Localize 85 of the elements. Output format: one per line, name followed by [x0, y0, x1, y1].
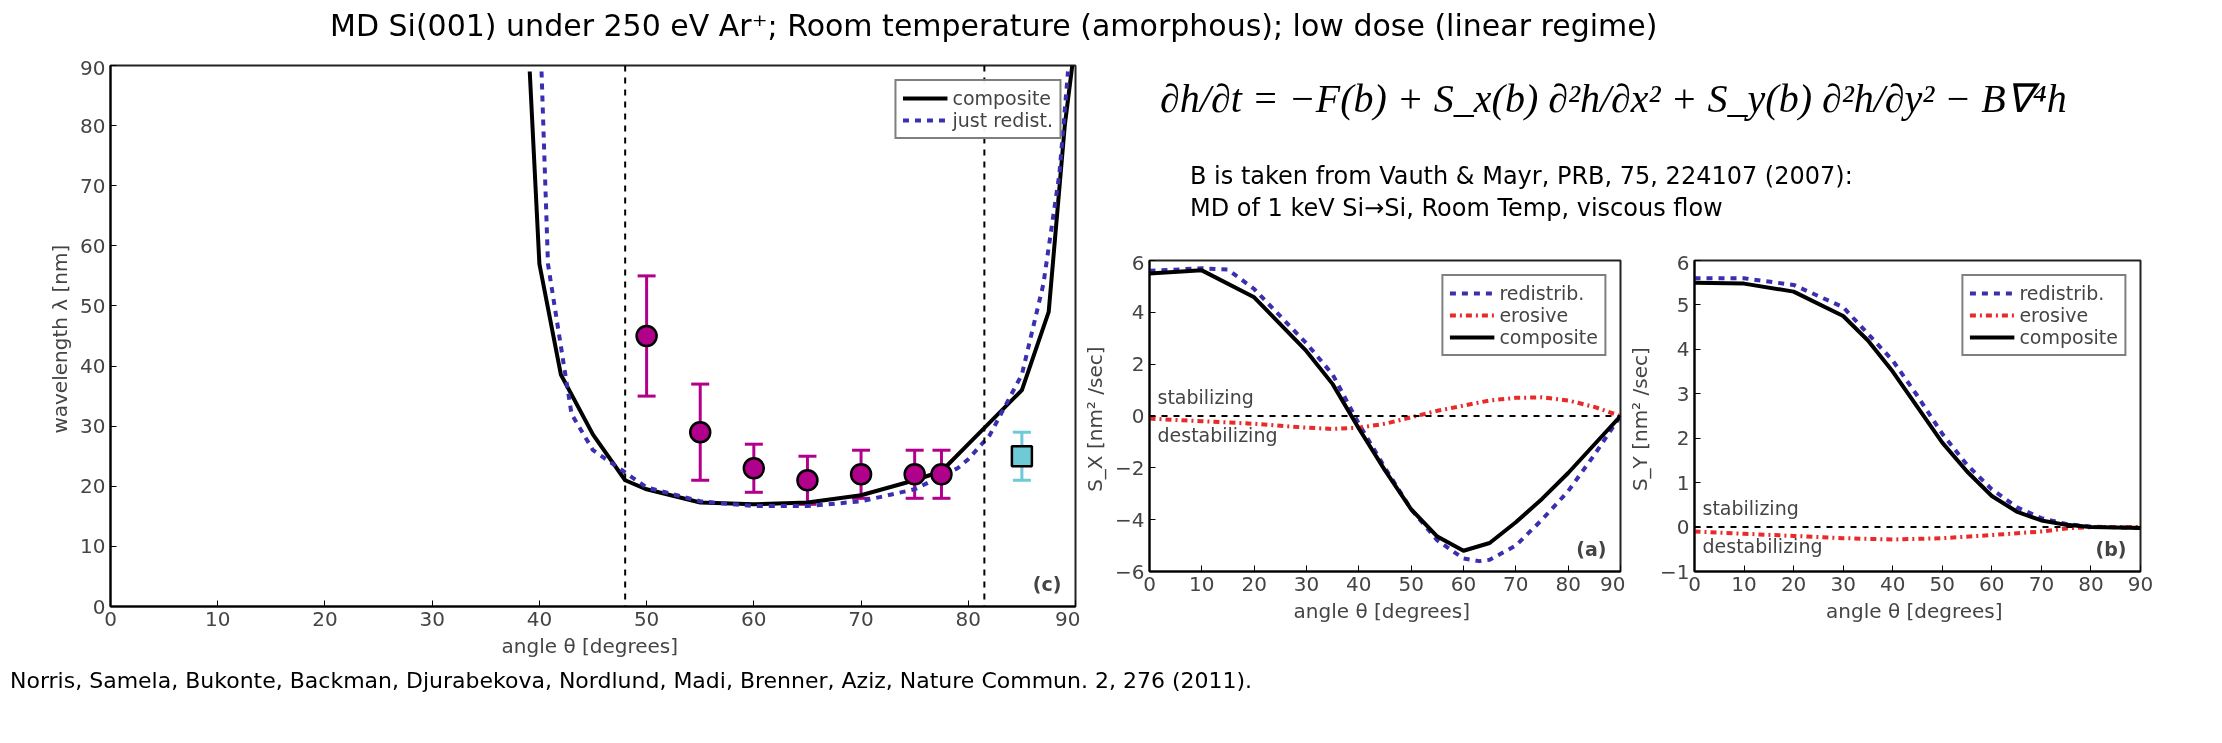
point: [796, 469, 819, 492]
x-tick-label: 60: [741, 606, 767, 631]
y-tick-label: −6: [1115, 559, 1145, 584]
annotation: (a): [1576, 537, 1607, 560]
x-axis-title: angle θ [degrees]: [501, 633, 679, 658]
annotation: stabilizing: [1702, 497, 1799, 520]
y-axis-title: S_X [nm² /sec]: [1083, 346, 1108, 492]
y-tick-label: 0: [1676, 515, 1690, 540]
legend-label: composite: [1499, 326, 1598, 348]
y-tick-label: 1: [1676, 470, 1690, 495]
annotation: destabilizing: [1702, 535, 1823, 558]
point: [849, 463, 873, 486]
x-tick-label: 40: [1880, 571, 1906, 596]
point: [635, 324, 658, 348]
text: ∂h/∂t = −F(b) + S_x(b) ∂²h/∂x² + S_y(b) ∂²h/∂y² − B∇⁴h: [1160, 75, 2067, 123]
legend-label: composite: [952, 87, 1052, 109]
y-tick-label: 2: [1131, 352, 1145, 377]
y-tick-label: 90: [80, 55, 106, 80]
y-axis-title: wavelength λ [nm]: [48, 244, 73, 434]
y-tick-label: 6: [1131, 250, 1145, 275]
x-tick-label: 10: [205, 606, 231, 631]
x-tick-label: 90: [2127, 571, 2154, 596]
x-tick-label: 30: [1830, 571, 1856, 596]
text: MD Si(001) under 250 eV Ar⁺; Room temperature (amorphous); low dose (linear regime): [330, 7, 1658, 45]
x-tick-label: 60: [1979, 571, 2005, 596]
x-tick-label: 20: [1241, 571, 1267, 596]
point: [1010, 444, 1034, 468]
x-tick-label: 10: [1189, 571, 1215, 596]
x-tick-label: 30: [419, 606, 445, 631]
x-tick-label: 80: [2078, 571, 2104, 596]
text: Norris, Samela, Bukonte, Backman, Djurabekova, Nordlund, Madi, Brenner, Aziz, Nature Commun. 2, 276 (2011).: [10, 667, 1253, 695]
annotation: (c): [1032, 572, 1062, 595]
point: [903, 463, 926, 486]
y-tick-label: 6: [1676, 250, 1690, 275]
x-tick-label: 50: [633, 606, 660, 631]
y-tick-label: 40: [80, 354, 106, 379]
annotation: destabilizing: [1157, 424, 1278, 446]
x-axis-title: angle θ [degrees]: [1293, 598, 1471, 623]
annotation: (b): [2095, 537, 2127, 560]
x-tick-label: 90: [1055, 606, 1081, 631]
x-tick-label: 40: [1346, 571, 1372, 596]
y-tick-label: −2: [1115, 455, 1145, 480]
point: [930, 463, 953, 486]
x-tick-label: 10: [1731, 571, 1757, 596]
x-tick-label: 70: [848, 606, 874, 631]
legend-label: redistrib.: [2019, 282, 2105, 304]
legend-label: composite: [2019, 326, 2118, 348]
y-tick-label: −4: [1115, 507, 1145, 532]
x-tick-label: 50: [1398, 571, 1424, 596]
x-tick-label: 30: [1293, 571, 1320, 596]
y-tick-label: 80: [80, 113, 106, 138]
x-tick-label: 20: [1780, 571, 1807, 596]
y-tick-label: 0: [1131, 404, 1145, 428]
x-tick-label: 70: [2028, 571, 2055, 596]
y-tick-label: 2: [1676, 426, 1690, 451]
x-tick-label: 80: [955, 606, 982, 631]
y-tick-label: −1: [1660, 559, 1690, 584]
legend-label: redistrib.: [1499, 282, 1585, 304]
text: MD of 1 keV Si→Si, Room Temp, viscous flow: [1190, 194, 1723, 222]
y-tick-label: 10: [80, 534, 106, 559]
point: [688, 420, 712, 444]
y-tick-label: 4: [1131, 300, 1145, 325]
y-tick-label: 3: [1676, 381, 1690, 406]
y-tick-label: 60: [80, 233, 106, 258]
x-tick-label: 80: [1555, 571, 1581, 596]
y-tick-label: 70: [80, 173, 106, 198]
x-tick-label: 90: [1600, 571, 1626, 596]
legend-label: erosive: [1499, 304, 1569, 326]
y-tick-label: 5: [1676, 292, 1690, 317]
x-axis-title: angle θ [degrees]: [1826, 598, 2003, 623]
x-tick-label: 20: [312, 606, 338, 631]
text: B is taken from Vauth & Mayr, PRB, 75, 224107 (2007):: [1190, 162, 1853, 190]
legend-label: just redist.: [952, 109, 1053, 131]
x-tick-label: 50: [1929, 571, 1956, 596]
x-tick-label: 60: [1450, 571, 1477, 596]
point: [742, 457, 766, 480]
annotation: stabilizing: [1157, 386, 1254, 408]
y-axis-title: S_Y [nm² /sec]: [1628, 347, 1653, 492]
y-tick-label: 20: [80, 474, 106, 499]
legend-label: erosive: [2019, 304, 2089, 326]
y-tick-label: 4: [1676, 337, 1690, 362]
x-tick-label: 70: [1503, 571, 1529, 596]
y-tick-label: 30: [80, 414, 106, 439]
x-tick-label: 40: [526, 606, 553, 631]
y-tick-label: 50: [80, 293, 106, 318]
